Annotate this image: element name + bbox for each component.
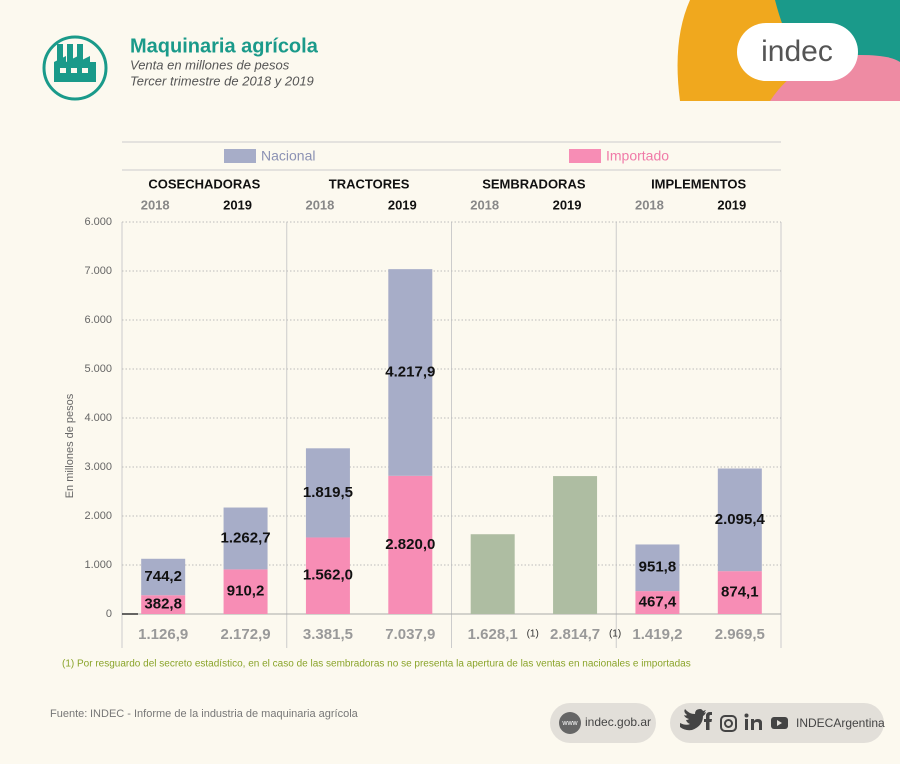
bar-segment — [717, 571, 762, 614]
legend-label: Nacional — [261, 148, 315, 164]
title: Maquinaria agrícola — [130, 35, 319, 57]
source-label: Fuente: — [50, 708, 87, 720]
source: INDEC - Informe de la industria de maqui… — [90, 708, 359, 720]
group-label: IMPLEMENTOS — [651, 176, 746, 191]
value-label: 4.217,9 — [385, 363, 435, 380]
value-label: 382,8 — [144, 596, 182, 613]
y-tick-label: 7.000 — [84, 265, 112, 277]
total-label: 1.126,9 — [138, 626, 188, 643]
y-tick-label: 1.000 — [84, 559, 112, 571]
x-tick-label: 2019 — [553, 197, 582, 212]
x-tick-label: 2019 — [223, 197, 252, 212]
bar-segment — [388, 475, 433, 614]
value-label: 2.095,4 — [715, 511, 766, 528]
x-tick-label: 2018 — [635, 197, 664, 212]
y-axis-label: En millones de pesos — [64, 393, 76, 498]
value-label: 1.262,7 — [221, 529, 271, 546]
total-label: 7.037,9 — [385, 626, 435, 643]
bar — [553, 476, 598, 614]
value-label: 951,8 — [639, 559, 677, 576]
y-tick-label: 2.000 — [84, 510, 112, 522]
value-label: 874,1 — [721, 584, 759, 601]
group-label: TRACTORES — [329, 176, 410, 191]
social-handle[interactable]: INDECArgentina — [796, 716, 885, 730]
x-tick-label: 2019 — [388, 197, 417, 212]
bar-segment — [635, 544, 680, 592]
web-badge[interactable] — [550, 703, 656, 743]
total-label: 1.419,2 — [632, 626, 682, 643]
y-tick-label: 5.000 — [84, 363, 112, 375]
total-label: 2.814,7 — [550, 626, 600, 643]
total-note: (1) — [609, 629, 621, 640]
web-icon — [559, 712, 581, 734]
y-tick-label: 0 — [106, 608, 112, 620]
x-tick-label: 2018 — [305, 197, 334, 212]
y-tick-label: 3.000 — [84, 461, 112, 473]
footnote: (1) Por resguardo del secreto estadístic… — [62, 659, 691, 670]
x-tick-label: 2018 — [470, 197, 499, 212]
x-tick-label: 2019 — [717, 197, 746, 212]
bar-segment — [223, 569, 268, 614]
bar-segment — [223, 507, 268, 570]
total-label: 1.628,1 — [468, 626, 518, 643]
social-icons — [680, 709, 788, 732]
y-tick-label: 4.000 — [84, 412, 112, 424]
subtitle: Tercer trimestre de 2018 y 2019 — [130, 73, 314, 88]
value-label: 467,4 — [639, 594, 677, 611]
total-note: (1) — [527, 629, 539, 640]
total-label: 2.172,9 — [221, 626, 271, 643]
web-icon-text: www — [561, 720, 578, 727]
corner-decoration — [677, 0, 900, 101]
value-label: 1.562,0 — [303, 567, 353, 584]
bar-segment — [305, 448, 350, 538]
bar-segment — [141, 595, 186, 614]
factory-icon — [42, 35, 108, 101]
bar-segment — [141, 558, 186, 596]
x-tick-label: 2018 — [141, 197, 170, 212]
total-label: 2.969,5 — [715, 626, 765, 643]
value-label: 744,2 — [144, 568, 182, 585]
group-label: COSECHADORAS — [148, 176, 260, 191]
value-label: 2.820,0 — [385, 536, 435, 553]
bar-segment — [305, 537, 350, 614]
value-label: 910,2 — [227, 583, 265, 600]
y-tick-label: 6.000 — [84, 216, 112, 228]
y-tick-label: 6.000 — [84, 314, 112, 326]
legend-swatch — [224, 149, 256, 163]
bar-segment — [388, 269, 433, 476]
legend-label: Importado — [606, 148, 669, 164]
bar-segment — [717, 468, 762, 572]
legend-swatch — [569, 149, 601, 163]
bar — [470, 534, 515, 614]
group-label: SEMBRADORAS — [482, 176, 586, 191]
web-link[interactable]: indec.gob.ar — [585, 715, 651, 729]
logo: indec — [761, 35, 833, 68]
value-label: 1.819,5 — [303, 484, 353, 501]
subtitle: Venta en millones de pesos — [130, 57, 290, 72]
total-label: 3.381,5 — [303, 626, 353, 643]
bar-segment — [635, 591, 680, 614]
